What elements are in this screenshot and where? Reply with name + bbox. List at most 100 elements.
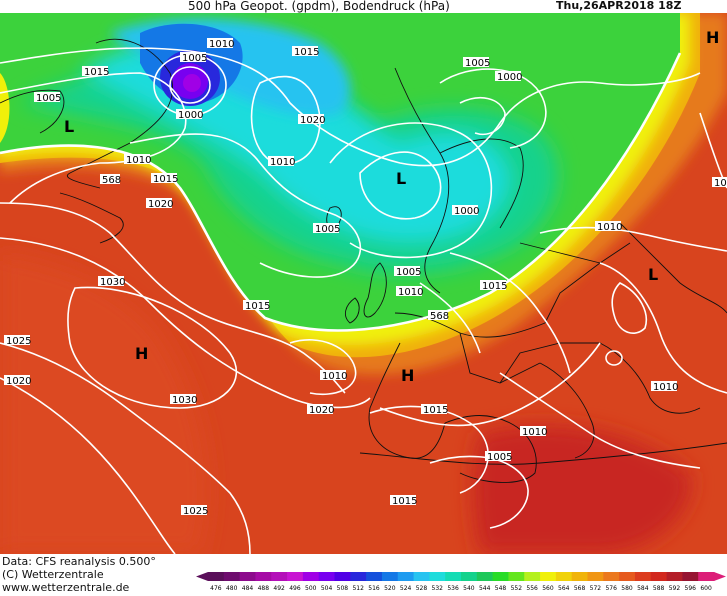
pressure-label: 1010 bbox=[124, 154, 151, 166]
pressure-label: 1000 bbox=[452, 205, 479, 217]
svg-text:1010: 1010 bbox=[126, 155, 151, 166]
colorbar-swatch bbox=[429, 572, 446, 581]
colorbar-arrow-right bbox=[714, 572, 726, 581]
pressure-label: 1010 bbox=[712, 177, 727, 189]
colorbar-swatch bbox=[666, 572, 683, 581]
colorbar-tick-label: 600 bbox=[700, 585, 712, 592]
colorbar-tick-label: 592 bbox=[669, 585, 681, 592]
pressure-label: 1005 bbox=[485, 451, 512, 463]
colorbar-tick-label: 496 bbox=[289, 585, 301, 592]
pressure-label: 1005 bbox=[34, 92, 61, 104]
coastlines bbox=[0, 38, 727, 483]
svg-text:568: 568 bbox=[102, 175, 121, 186]
svg-text:568: 568 bbox=[430, 311, 449, 322]
svg-text:1005: 1005 bbox=[465, 58, 490, 69]
svg-text:1015: 1015 bbox=[84, 67, 109, 78]
pressure-label: 1005 bbox=[180, 52, 207, 64]
colorbar-swatch bbox=[255, 572, 272, 581]
colorbar-swatch bbox=[650, 572, 668, 581]
pressure-label: 1015 bbox=[480, 280, 507, 292]
pressure-label: 1015 bbox=[390, 495, 417, 507]
colorbar-tick-label: 536 bbox=[447, 585, 459, 592]
colorbar-tick-label: 476 bbox=[210, 585, 222, 592]
colorbar-swatch bbox=[302, 572, 320, 581]
svg-text:1015: 1015 bbox=[294, 47, 319, 58]
colorbar-tick-label: 540 bbox=[463, 585, 475, 592]
pressure-label: 1030 bbox=[98, 276, 125, 288]
pressure-labels: 1010 1005 1000 1015 1005 1020 1015 1005 … bbox=[4, 38, 727, 517]
colorbar-tick-label: 548 bbox=[495, 585, 507, 592]
colorbar-swatch bbox=[334, 572, 351, 581]
pressure-label: 1010 bbox=[520, 426, 547, 438]
low-pressure-center: L bbox=[648, 265, 658, 284]
colorbar-swatch bbox=[524, 572, 541, 581]
colorbar-legend: 476 480 484 488 492 496 500 504 508 512 516 520 524 5… bbox=[196, 570, 726, 592]
colorbar-swatch bbox=[587, 572, 604, 581]
colorbar-tick-label: 480 bbox=[226, 585, 238, 592]
pressure-centers: L L L H H H bbox=[64, 28, 719, 385]
colorbar-tick-label: 512 bbox=[352, 585, 364, 592]
svg-text:1005: 1005 bbox=[36, 93, 61, 104]
svg-text:1010: 1010 bbox=[209, 39, 234, 50]
colorbar-swatch bbox=[555, 572, 573, 581]
svg-text:1025: 1025 bbox=[6, 336, 31, 347]
high-pressure-center: H bbox=[135, 344, 148, 363]
colorbar-tick-label: 520 bbox=[384, 585, 396, 592]
pressure-label: 1025 bbox=[4, 335, 31, 347]
pressure-label: 1020 bbox=[146, 198, 173, 210]
pressure-label: 1020 bbox=[298, 114, 325, 126]
svg-text:1000: 1000 bbox=[178, 110, 203, 121]
colorbar-tick-label: 556 bbox=[526, 585, 538, 592]
svg-text:1015: 1015 bbox=[153, 174, 178, 185]
colorbar-swatch bbox=[461, 572, 478, 581]
pressure-label: 1000 bbox=[495, 71, 522, 83]
svg-text:1005: 1005 bbox=[315, 224, 340, 235]
colorbar-swatch bbox=[508, 572, 525, 581]
high-pressure-center: H bbox=[401, 366, 414, 385]
pressure-label: 1000 bbox=[176, 109, 203, 121]
colorbar-swatch bbox=[397, 572, 415, 581]
colorbar-tick-label: 532 bbox=[432, 585, 444, 592]
svg-text:1000: 1000 bbox=[454, 206, 479, 217]
colorbar-swatch bbox=[571, 572, 588, 581]
colorbar-tick-label: 560 bbox=[542, 585, 554, 592]
pressure-label: 1010 bbox=[595, 221, 622, 233]
pressure-label: 1015 bbox=[82, 66, 109, 78]
svg-text:1020: 1020 bbox=[309, 405, 334, 416]
colorbar-swatch bbox=[492, 572, 509, 581]
colorbar-tick-label: 484 bbox=[242, 585, 254, 592]
svg-text:1025: 1025 bbox=[183, 506, 208, 517]
colorbar-swatch bbox=[366, 572, 383, 581]
svg-text:1000: 1000 bbox=[497, 72, 522, 83]
svg-text:1010: 1010 bbox=[597, 222, 622, 233]
colorbar-tick-label: 524 bbox=[400, 585, 412, 592]
colorbar-arrow-left bbox=[196, 572, 208, 581]
svg-text:1005: 1005 bbox=[487, 452, 512, 463]
colorbar-swatch bbox=[698, 572, 715, 581]
pressure-label: 1020 bbox=[307, 404, 334, 416]
colorbar-tick-label: 588 bbox=[653, 585, 665, 592]
pressure-label: 1015 bbox=[292, 46, 319, 58]
colorbar-tick-label: 596 bbox=[685, 585, 697, 592]
colorbar-tick-label: 552 bbox=[511, 585, 523, 592]
weather-map: 1010 1005 1000 1015 1005 1020 1015 1005 … bbox=[0, 13, 727, 554]
svg-text:1020: 1020 bbox=[148, 199, 173, 210]
colorbar-swatch bbox=[271, 572, 288, 581]
colorbar-swatch bbox=[445, 572, 462, 581]
svg-text:1005: 1005 bbox=[182, 53, 207, 64]
pressure-label: 1020 bbox=[4, 375, 31, 387]
colorbar-swatch bbox=[540, 572, 557, 581]
colorbar-canvas: 476 480 484 488 492 496 500 504 508 512 516 520 524 5… bbox=[196, 572, 726, 592]
pressure-label: 1010 bbox=[651, 381, 678, 393]
map-header: 500 hPa Geopot. (gpdm), Bodendruck (hPa)… bbox=[0, 0, 727, 14]
contour-label: 568 bbox=[100, 174, 121, 186]
weather-map-canvas: 1010 1005 1000 1015 1005 1020 1015 1005 … bbox=[0, 13, 727, 554]
low-pressure-center: L bbox=[64, 117, 74, 136]
pressure-label: 1010 bbox=[396, 286, 423, 298]
colorbar-swatch bbox=[239, 572, 256, 581]
pressure-label: 1005 bbox=[394, 266, 421, 278]
svg-text:1020: 1020 bbox=[6, 376, 31, 387]
colorbar-swatch bbox=[350, 572, 367, 581]
pressure-label: 1015 bbox=[151, 173, 178, 185]
website-text: www.wetterzentrale.de bbox=[2, 581, 130, 594]
